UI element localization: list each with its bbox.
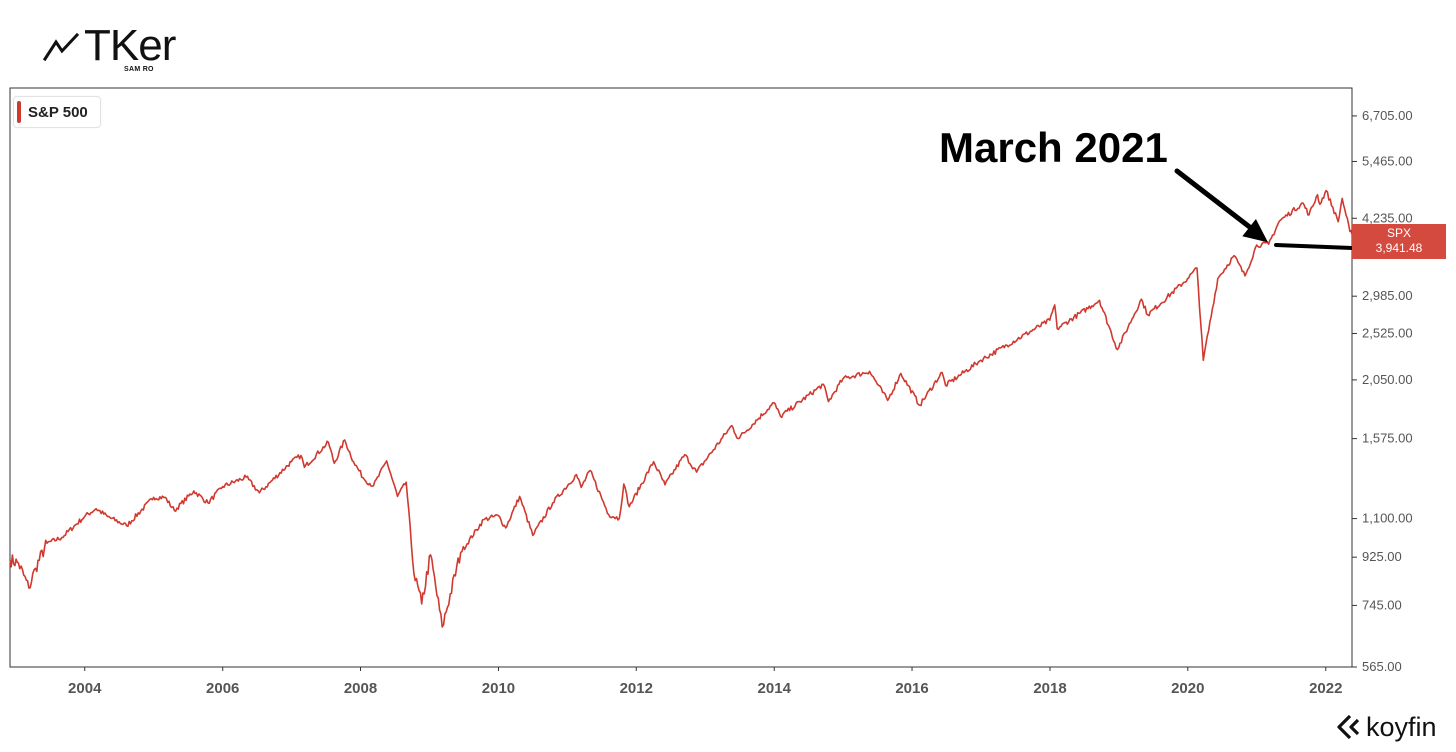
- x-tick-label: 2014: [758, 680, 792, 697]
- last-price-tag: SPX 3,941.48: [1352, 224, 1446, 259]
- y-tick-label: 565.00: [1362, 659, 1402, 674]
- arrow-head: [1242, 218, 1269, 243]
- brand-logo: TKer SAM RO: [40, 22, 210, 78]
- koyfin-watermark: koyfin: [1336, 710, 1448, 744]
- y-tick-label: 2,050.00: [1362, 372, 1413, 387]
- x-tick-label: 2008: [344, 680, 377, 697]
- trend-line-icon: [42, 32, 80, 62]
- y-tick-label: 2,985.00: [1362, 288, 1413, 303]
- koyfin-logo-icon: [1337, 714, 1360, 740]
- x-tick-label: 2022: [1309, 680, 1342, 697]
- legend[interactable]: S&P 500: [13, 96, 101, 128]
- x-tick-label: 2004: [68, 680, 102, 697]
- sp500-series-line: [9, 189, 1353, 628]
- y-tick-label: 925.00: [1362, 549, 1402, 564]
- price-pointer-line: [1274, 243, 1354, 250]
- price-tag-symbol: SPX: [1386, 226, 1411, 240]
- y-tick-label: 6,705.00: [1362, 108, 1413, 123]
- y-tick-label: 2,525.00: [1362, 325, 1413, 340]
- legend-swatch: [17, 101, 21, 123]
- x-tick-label: 2012: [620, 680, 653, 697]
- brand-subtitle: SAM RO: [124, 66, 154, 73]
- series-layer: [9, 189, 1353, 628]
- x-tick-label: 2010: [482, 680, 515, 697]
- y-tick-label: 1,575.00: [1362, 431, 1413, 446]
- y-tick-label: 745.00: [1362, 597, 1402, 612]
- annotation-label: March 2021: [939, 124, 1168, 171]
- price-tag-value: 3,941.48: [1375, 241, 1423, 255]
- y-axis: 565.00 745.00 925.00 1,100.00 1,575.00 2,050.…: [1352, 108, 1413, 674]
- watermark-text: koyfin: [1366, 711, 1437, 742]
- plot-frame: [9, 87, 1353, 668]
- y-tick-label: 5,465.00: [1362, 153, 1413, 168]
- legend-label: S&P 500: [28, 103, 88, 121]
- x-tick-label: 2016: [895, 680, 928, 697]
- y-tick-label: 1,100.00: [1362, 511, 1413, 526]
- annotation-arrows: [1174, 168, 1354, 250]
- x-tick-label: 2018: [1033, 680, 1066, 697]
- x-axis: 2004 2006 2008 2010 2012 2014 2016 2018 2020 2022: [68, 667, 1342, 697]
- x-tick-label: 2006: [206, 680, 239, 697]
- x-tick-label: 2020: [1171, 680, 1204, 697]
- y-tick-label: 4,235.00: [1362, 210, 1413, 225]
- arrow-shaft: [1174, 168, 1257, 233]
- brand-name: TKer: [84, 21, 176, 70]
- plot-border: [9, 87, 1353, 668]
